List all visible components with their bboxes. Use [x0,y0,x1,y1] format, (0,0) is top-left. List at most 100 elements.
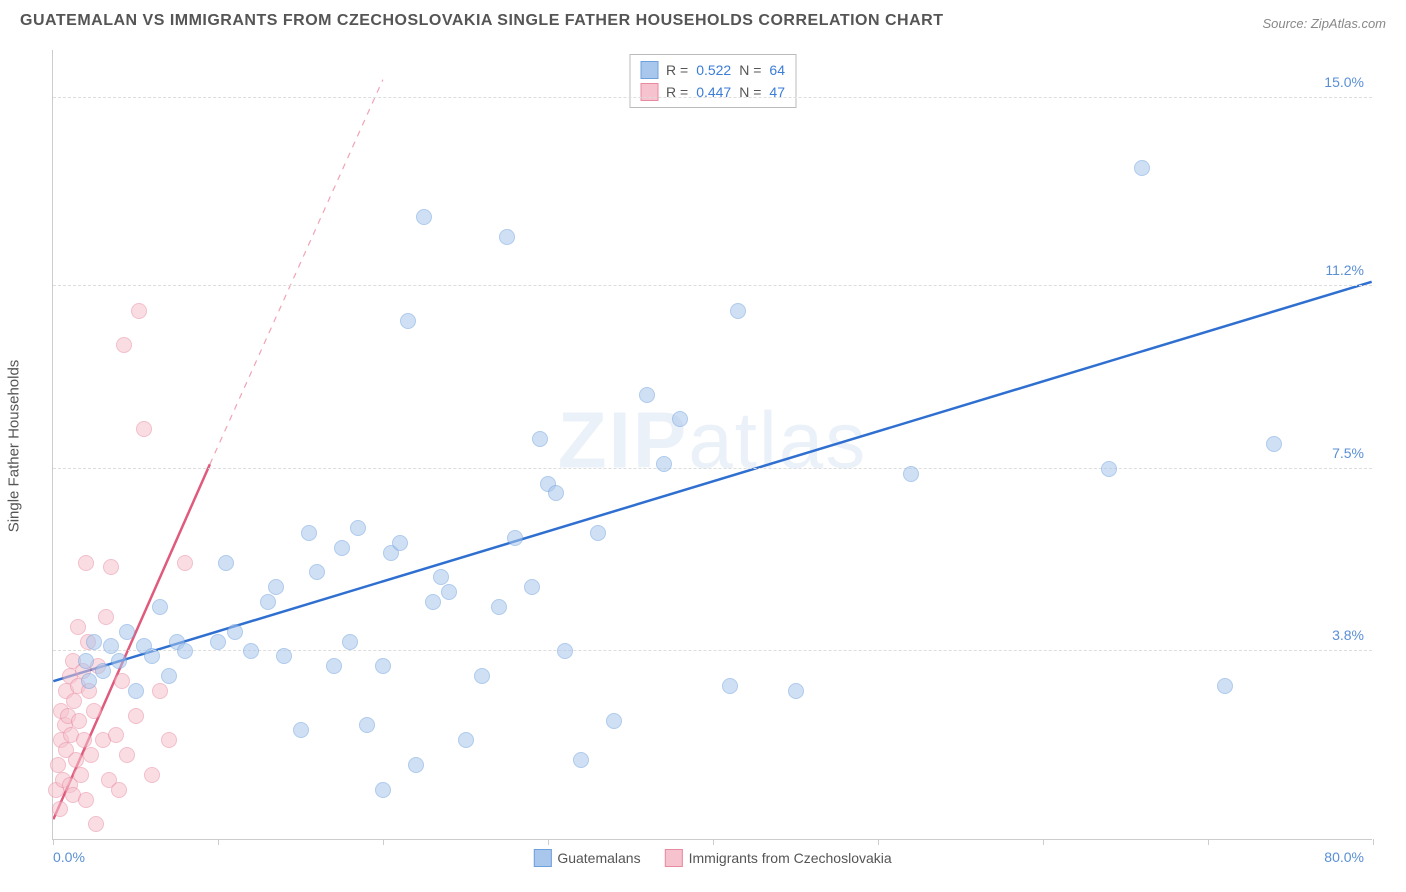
data-point-pink [83,747,99,763]
data-point-pink [177,555,193,571]
data-point-pink [52,801,68,817]
data-point-blue [342,634,358,650]
data-point-pink [66,693,82,709]
n-value: 64 [769,62,785,78]
data-point-blue [326,658,342,674]
data-point-blue [375,658,391,674]
data-point-pink [152,683,168,699]
data-point-blue [590,525,606,541]
data-point-blue [119,624,135,640]
data-point-pink [144,767,160,783]
data-point-pink [78,555,94,571]
data-point-blue [416,209,432,225]
data-point-blue [788,683,804,699]
data-point-blue [260,594,276,610]
x-tick [878,839,879,845]
legend-swatch-pink [665,849,683,867]
source-attribution: Source: ZipAtlas.com [1262,16,1386,31]
data-point-blue [1101,461,1117,477]
data-point-blue [309,564,325,580]
data-point-blue [606,713,622,729]
data-point-blue [350,520,366,536]
data-point-blue [532,431,548,447]
data-point-blue [375,782,391,798]
x-tick [1043,839,1044,845]
x-tick [1208,839,1209,845]
data-point-pink [119,747,135,763]
legend-row-pink: R = 0.447 N = 47 [640,81,785,103]
data-point-pink [128,708,144,724]
data-point-pink [131,303,147,319]
data-point-pink [161,732,177,748]
data-point-blue [161,668,177,684]
data-point-blue [392,535,408,551]
data-point-blue [1217,678,1233,694]
data-point-blue [573,752,589,768]
legend-swatch-blue [533,849,551,867]
x-tick [53,839,54,845]
data-point-blue [425,594,441,610]
data-point-blue [334,540,350,556]
y-tick-label: 7.5% [1332,445,1364,461]
data-point-pink [86,703,102,719]
legend-item-blue: Guatemalans [533,849,640,867]
watermark: ZIPatlas [558,394,867,486]
x-tick [1373,839,1374,845]
data-point-pink [50,757,66,773]
data-point-blue [276,648,292,664]
legend-row-blue: R = 0.522 N = 64 [640,59,785,81]
r-label: R = [666,62,688,78]
data-point-blue [1266,436,1282,452]
data-point-pink [70,619,86,635]
data-point-blue [903,466,919,482]
data-point-blue [111,653,127,669]
data-point-pink [78,792,94,808]
r-value: 0.522 [696,62,731,78]
data-point-blue [268,579,284,595]
data-point-blue [507,530,523,546]
data-point-blue [1134,160,1150,176]
data-point-blue [433,569,449,585]
chart-title: GUATEMALAN VS IMMIGRANTS FROM CZECHOSLOV… [20,12,943,30]
data-point-blue [491,599,507,615]
data-point-blue [400,313,416,329]
gridline [53,97,1372,98]
data-point-blue [218,555,234,571]
data-point-pink [76,732,92,748]
x-tick [713,839,714,845]
chart-plot-area: ZIPatlas R = 0.522 N = 64R = 0.447 N = 4… [52,50,1372,840]
data-point-pink [116,337,132,353]
data-point-blue [144,648,160,664]
data-point-blue [499,229,515,245]
data-point-blue [408,757,424,773]
data-point-blue [243,643,259,659]
data-point-blue [458,732,474,748]
y-tick-label: 15.0% [1324,74,1364,90]
y-tick-label: 11.2% [1325,262,1364,278]
x-tick [383,839,384,845]
data-point-blue [103,638,119,654]
data-point-blue [656,456,672,472]
data-point-pink [108,727,124,743]
data-point-blue [524,579,540,595]
data-point-blue [227,624,243,640]
data-point-pink [111,782,127,798]
correlation-legend: R = 0.522 N = 64R = 0.447 N = 47 [629,54,796,108]
data-point-blue [672,411,688,427]
data-point-blue [177,643,193,659]
data-point-pink [68,752,84,768]
data-point-blue [301,525,317,541]
data-point-blue [557,643,573,659]
data-point-pink [71,713,87,729]
data-point-blue [152,599,168,615]
n-label: N = [739,62,761,78]
data-point-blue [441,584,457,600]
y-axis-title: Single Father Households [6,360,23,533]
data-point-blue [474,668,490,684]
gridline [53,285,1372,286]
data-point-pink [136,421,152,437]
data-point-blue [293,722,309,738]
x-tick [218,839,219,845]
data-point-blue [128,683,144,699]
trend-lines [53,50,1372,839]
